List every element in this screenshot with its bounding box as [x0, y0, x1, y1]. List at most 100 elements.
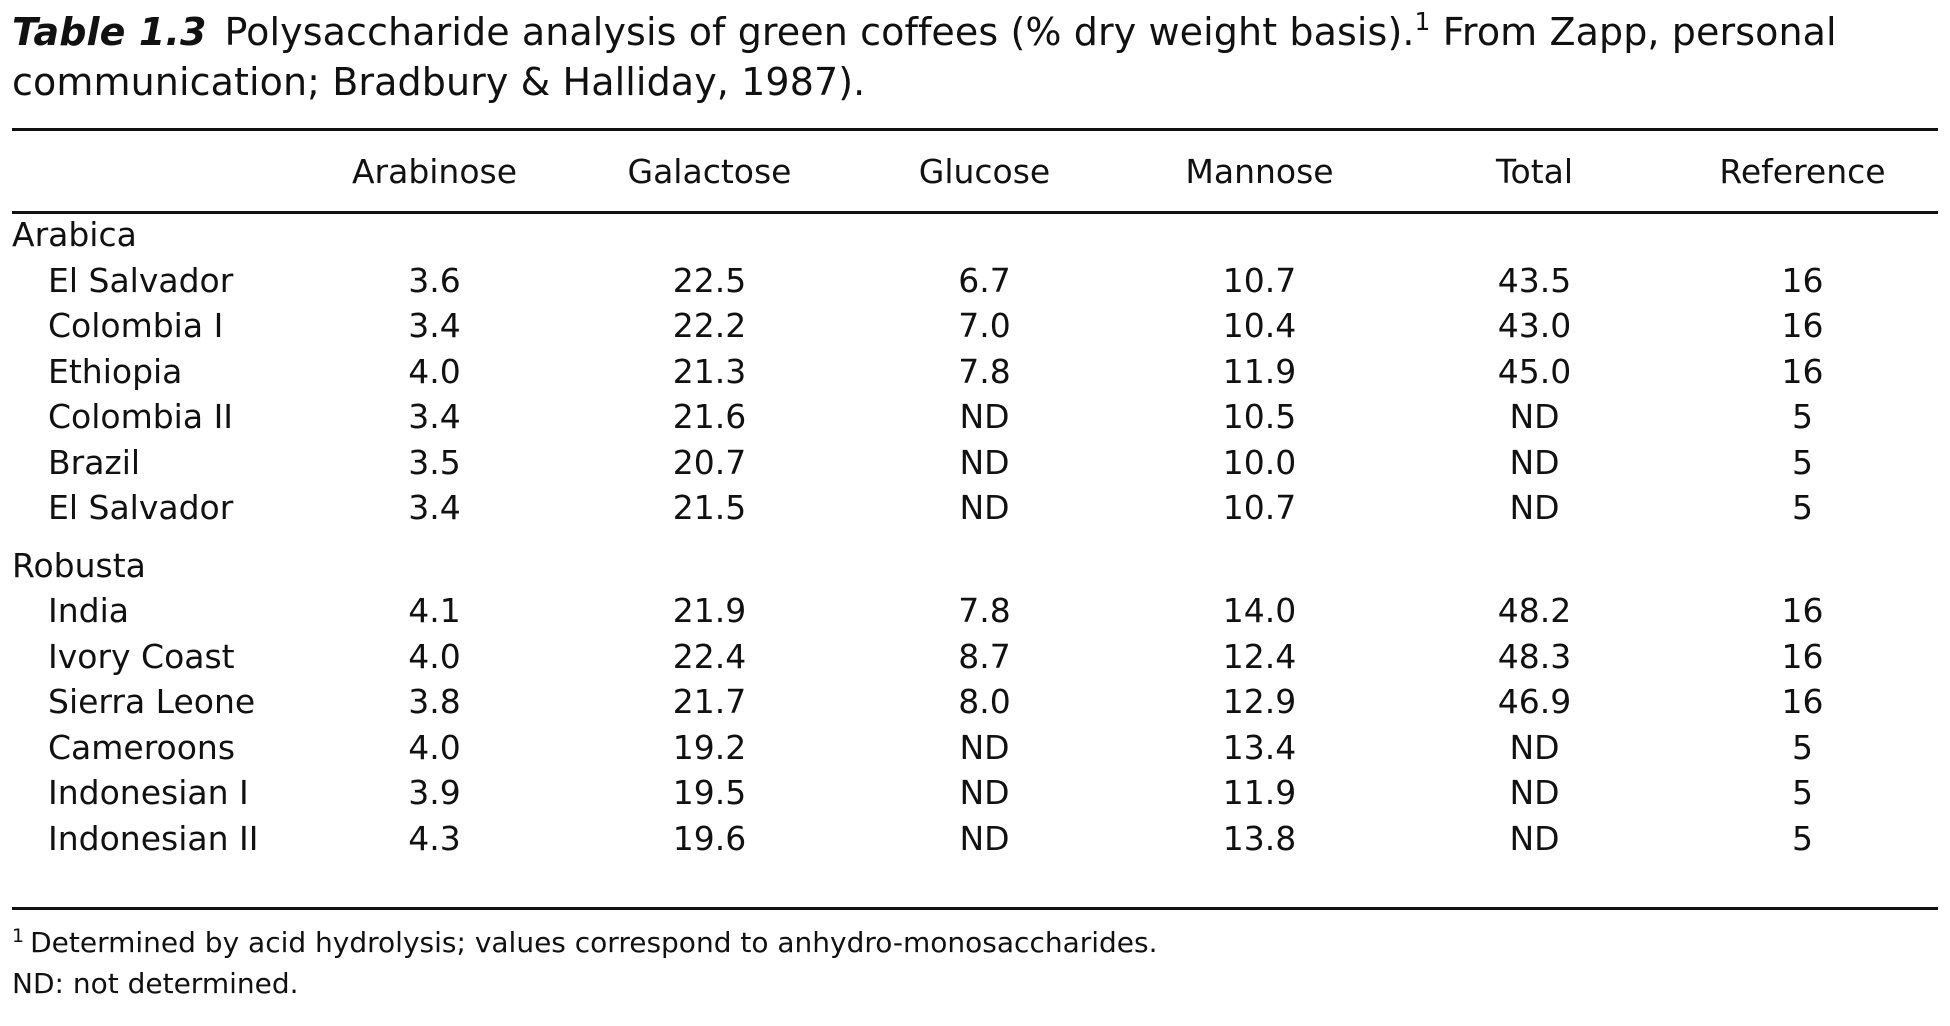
cell-mannose: 11.9 — [1222, 351, 1297, 391]
cell-arabinose: 4.3 — [408, 818, 461, 858]
table-row: India 4.1 21.9 7.8 14.0 48.2 16 — [12, 588, 1938, 634]
cell-origin: Colombia II — [48, 397, 234, 437]
cell-arabinose: 4.1 — [408, 591, 461, 631]
column-header-mannose: Mannose — [1185, 151, 1334, 191]
cell-galactose: 19.6 — [672, 818, 747, 858]
cell-mannose: 10.5 — [1222, 397, 1297, 437]
footnote-nd: ND: not determined. — [12, 967, 299, 1000]
cell-total: 43.0 — [1497, 306, 1572, 346]
cell-reference: 16 — [1781, 306, 1824, 346]
cell-galactose: 21.5 — [672, 488, 747, 528]
group-heading: Robusta — [12, 545, 146, 585]
cell-glucose: ND — [959, 397, 1010, 437]
cell-glucose: 6.7 — [958, 260, 1011, 300]
group-heading-row: Arabica — [12, 212, 1938, 258]
group-heading-row: Robusta — [12, 543, 1938, 589]
cell-arabinose: 3.9 — [408, 773, 461, 813]
cell-galactose: 21.9 — [672, 591, 747, 631]
table-footnotes: 1 Determined by acid hydrolysis; values c… — [12, 922, 1158, 1004]
cell-galactose: 21.3 — [672, 351, 747, 391]
cell-galactose: 22.4 — [672, 636, 747, 676]
group-spacer-cell — [12, 531, 1938, 543]
table-row: Ivory Coast 4.0 22.4 8.7 12.4 48.3 16 — [12, 634, 1938, 680]
cell-glucose: ND — [959, 818, 1010, 858]
table-row: Indonesian I 3.9 19.5 ND 11.9 ND 5 — [12, 770, 1938, 816]
cell-glucose: 7.8 — [958, 351, 1011, 391]
cell-reference: 16 — [1781, 682, 1824, 722]
cell-reference: 5 — [1792, 397, 1813, 437]
cell-reference: 5 — [1792, 773, 1813, 813]
cell-total: ND — [1509, 773, 1560, 813]
polysaccharide-table: Arabinose Galactose Glucose Mannose Tota… — [12, 130, 1938, 861]
cell-mannose: 12.9 — [1222, 682, 1297, 722]
table-row: Brazil 3.5 20.7 ND 10.0 ND 5 — [12, 440, 1938, 486]
column-header-reference: Reference — [1719, 151, 1886, 191]
cell-arabinose: 3.4 — [408, 397, 461, 437]
caption-text-line2: communication; Bradbury & Halliday, 1987… — [12, 60, 866, 104]
cell-mannose: 10.7 — [1222, 260, 1297, 300]
cell-reference: 5 — [1792, 818, 1813, 858]
caption-text-continued: From Zapp, personal — [1430, 10, 1837, 54]
cell-mannose: 10.7 — [1222, 488, 1297, 528]
cell-mannose: 10.0 — [1222, 442, 1297, 482]
table-caption: Table 1.3 Polysaccharide analysis of gree… — [12, 7, 1938, 107]
cell-arabinose: 4.0 — [408, 727, 461, 767]
table-row: Colombia I 3.4 22.2 7.0 10.4 43.0 16 — [12, 303, 1938, 349]
bottom-rule — [12, 907, 1938, 910]
cell-total: ND — [1509, 818, 1560, 858]
caption-text: Polysaccharide analysis of green coffees… — [224, 10, 1415, 54]
footnote-1-text: Determined by acid hydrolysis; values co… — [30, 926, 1158, 959]
column-header-total: Total — [1495, 151, 1574, 191]
document-page: Table 1.3 Polysaccharide analysis of gree… — [12, 0, 1938, 1000]
cell-arabinose: 3.6 — [408, 260, 461, 300]
cell-galactose: 21.6 — [672, 397, 747, 437]
cell-total: 45.0 — [1497, 351, 1572, 391]
header-row: Arabinose Galactose Glucose Mannose Tota… — [12, 130, 1938, 212]
cell-reference: 16 — [1781, 351, 1824, 391]
cell-origin: Indonesian I — [48, 773, 249, 813]
cell-total: 46.9 — [1497, 682, 1572, 722]
cell-origin: Ivory Coast — [48, 636, 235, 676]
column-header-glucose: Glucose — [918, 151, 1051, 191]
cell-galactose: 22.5 — [672, 260, 747, 300]
cell-mannose: 13.8 — [1222, 818, 1297, 858]
cell-glucose: 8.7 — [958, 636, 1011, 676]
table-row: El Salvador 3.4 21.5 ND 10.7 ND 5 — [12, 485, 1938, 531]
cell-galactose: 20.7 — [672, 442, 747, 482]
column-header-arabinose: Arabinose — [351, 151, 518, 191]
table-body: Arabica El Salvador 3.6 22.5 6.7 10.7 43.5 16 Co… — [12, 212, 1938, 861]
cell-glucose: 7.8 — [958, 591, 1011, 631]
cell-arabinose: 4.0 — [408, 636, 461, 676]
cell-reference: 16 — [1781, 260, 1824, 300]
cell-total: 48.2 — [1497, 591, 1572, 631]
cell-origin: El Salvador — [48, 260, 234, 300]
footnote-1-marker: 1 — [12, 925, 25, 947]
cell-mannose: 10.4 — [1222, 306, 1297, 346]
cell-glucose: ND — [959, 442, 1010, 482]
cell-origin: Indonesian II — [48, 818, 259, 858]
column-header-galactose: Galactose — [627, 151, 792, 191]
cell-glucose: ND — [959, 488, 1010, 528]
cell-origin: El Salvador — [48, 488, 234, 528]
cell-arabinose: 4.0 — [408, 351, 461, 391]
cell-total: ND — [1509, 397, 1560, 437]
cell-total: ND — [1509, 442, 1560, 482]
cell-arabinose: 3.5 — [408, 442, 461, 482]
cell-galactose: 22.2 — [672, 306, 747, 346]
cell-glucose: 7.0 — [958, 306, 1011, 346]
cell-total: 48.3 — [1497, 636, 1572, 676]
cell-mannose: 11.9 — [1222, 773, 1297, 813]
column-header-origin — [12, 130, 302, 212]
cell-total: 43.5 — [1497, 260, 1572, 300]
footnote-1: 1 Determined by acid hydrolysis; values c… — [12, 922, 1158, 963]
cell-reference: 5 — [1792, 727, 1813, 767]
table-row: Ethiopia 4.0 21.3 7.8 11.9 45.0 16 — [12, 349, 1938, 395]
cell-mannose: 12.4 — [1222, 636, 1297, 676]
cell-mannose: 14.0 — [1222, 591, 1297, 631]
group-heading: Arabica — [12, 215, 137, 255]
cell-galactose: 19.2 — [672, 727, 747, 767]
cell-origin: Ethiopia — [48, 351, 183, 391]
cell-glucose: ND — [959, 727, 1010, 767]
table-label: Table 1.3 — [12, 10, 207, 54]
table-row: Colombia II 3.4 21.6 ND 10.5 ND 5 — [12, 394, 1938, 440]
